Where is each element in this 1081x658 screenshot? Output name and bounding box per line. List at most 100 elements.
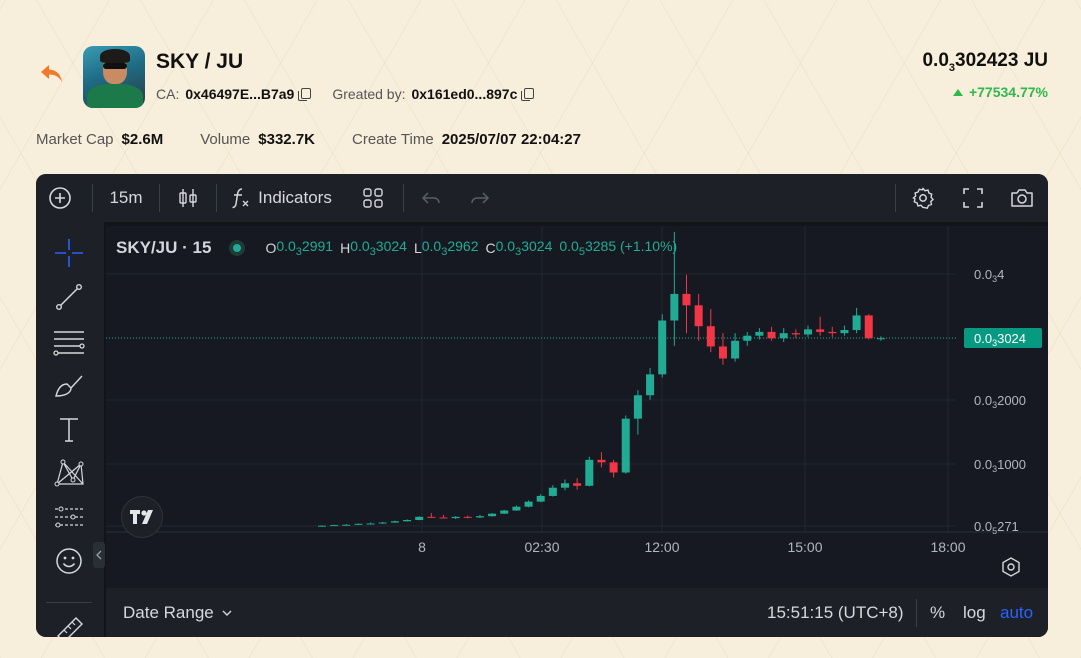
plus-circle-icon <box>49 187 71 209</box>
price-zero-count: 3 <box>948 61 956 74</box>
candle-body <box>694 305 703 327</box>
percent-scale-button[interactable]: % <box>930 602 946 622</box>
candle <box>524 500 533 508</box>
trend-line-tool[interactable] <box>50 278 88 316</box>
copy-ca-icon[interactable] <box>298 88 312 101</box>
candle-body <box>791 333 800 335</box>
stats-row: Market Cap $2.6M Volume $332.7K Create T… <box>36 131 618 148</box>
candlestick-chart[interactable]: 0.034 0.032000 0.031000 0.05271 0.033024 8 02… <box>106 226 1048 588</box>
current-price-badge <box>964 327 1042 348</box>
price-change: +77534.77% <box>952 84 1048 100</box>
candle <box>330 524 339 527</box>
add-symbol-button[interactable] <box>36 174 84 222</box>
ca-label: CA: <box>156 86 180 102</box>
settings-button[interactable] <box>896 174 950 222</box>
pattern-tool[interactable] <box>50 454 88 492</box>
interval-button[interactable]: 15m <box>109 188 143 207</box>
candles-icon <box>179 189 197 207</box>
crosshair-icon <box>55 239 83 267</box>
candle <box>791 329 800 339</box>
candle <box>585 456 594 487</box>
text-tool[interactable] <box>50 410 88 448</box>
indicators-button[interactable]: Indicators <box>217 174 343 222</box>
candle-body <box>439 517 448 519</box>
candle-body <box>475 516 484 518</box>
chart-panel: 15m Indicators <box>36 174 1048 637</box>
date-range-label: Date Range <box>123 602 214 622</box>
candle <box>840 325 849 336</box>
candle <box>658 314 667 378</box>
open-label: O <box>265 240 277 256</box>
candle-body <box>390 521 399 523</box>
collapse-sidebar-button[interactable] <box>93 542 105 568</box>
snapshot-button[interactable] <box>996 174 1048 222</box>
redo-button[interactable] <box>458 174 502 222</box>
candle-body <box>767 331 776 339</box>
candle <box>597 452 606 468</box>
prediction-tool[interactable] <box>50 498 88 536</box>
templates-button[interactable] <box>343 174 403 222</box>
candle-body <box>646 374 655 396</box>
horizontal-lines-icon <box>53 331 85 356</box>
crosshair-tool[interactable] <box>50 234 88 272</box>
candle <box>366 522 375 525</box>
high-value: 0.033024 <box>350 238 407 258</box>
x-tick-label: 8 <box>418 539 426 555</box>
candle <box>828 326 837 337</box>
fib-tool[interactable] <box>50 322 88 360</box>
brush-icon <box>55 375 83 397</box>
brush-tool[interactable] <box>50 366 88 404</box>
chart-type-button[interactable] <box>160 174 216 222</box>
candle-body <box>318 525 326 527</box>
log-scale-button[interactable]: log <box>963 602 986 622</box>
stat-create-time: Create Time 2025/07/07 22:04:27 <box>352 131 581 148</box>
candle <box>816 316 825 336</box>
tradingview-logo[interactable] <box>121 496 163 538</box>
function-icon <box>232 188 249 209</box>
camera-icon <box>1011 189 1033 207</box>
candle-body <box>658 320 667 375</box>
token-price: 0.03302423 JU <box>922 50 1048 74</box>
token-avatar <box>83 46 145 108</box>
candle-body <box>488 513 497 517</box>
current-price-label: 0.033024 <box>974 331 1026 348</box>
candle-body <box>876 338 885 340</box>
tradingview-logo-icon <box>130 510 153 524</box>
candle <box>852 307 861 334</box>
redo-icon <box>471 192 490 204</box>
open-value: 0.032991 <box>276 238 334 258</box>
candle <box>536 494 545 503</box>
back-button[interactable] <box>38 60 66 88</box>
toolbar-divider <box>403 184 404 212</box>
current-time[interactable]: 15:51:15 (UTC+8) <box>767 602 904 622</box>
candle-body <box>342 524 351 526</box>
toolbar-divider <box>159 184 160 212</box>
candle <box>718 333 727 365</box>
volume-label: Volume <box>200 131 251 148</box>
change-value: 0.053285 (+1.10%) <box>559 238 678 258</box>
copy-creator-icon[interactable] <box>521 88 535 101</box>
date-range-button[interactable]: Date Range <box>123 603 233 623</box>
undo-button[interactable] <box>404 174 458 222</box>
y-tick-label: 0.032000 <box>974 393 1026 410</box>
chart-symbol: SKY/JU · 15 <box>116 238 212 257</box>
candle-body <box>852 315 861 331</box>
candle-body <box>682 293 691 306</box>
sidebar-divider <box>46 602 92 603</box>
chevron-left-icon <box>96 550 102 560</box>
trend-line-icon <box>56 284 83 311</box>
candle-body <box>804 329 812 335</box>
candle <box>548 485 557 497</box>
emoji-tool[interactable] <box>50 542 88 580</box>
fullscreen-button[interactable] <box>950 174 996 222</box>
candle <box>731 333 740 362</box>
candle-body <box>500 510 509 514</box>
ruler-icon <box>57 617 83 637</box>
auto-scale-button[interactable]: auto <box>1000 602 1034 622</box>
x-tick-label: 15:00 <box>787 539 822 555</box>
candle <box>755 328 764 340</box>
ruler-tool[interactable] <box>50 610 88 637</box>
candle <box>876 336 885 341</box>
candle-body <box>378 522 387 524</box>
axis-settings-button[interactable] <box>1000 556 1022 578</box>
